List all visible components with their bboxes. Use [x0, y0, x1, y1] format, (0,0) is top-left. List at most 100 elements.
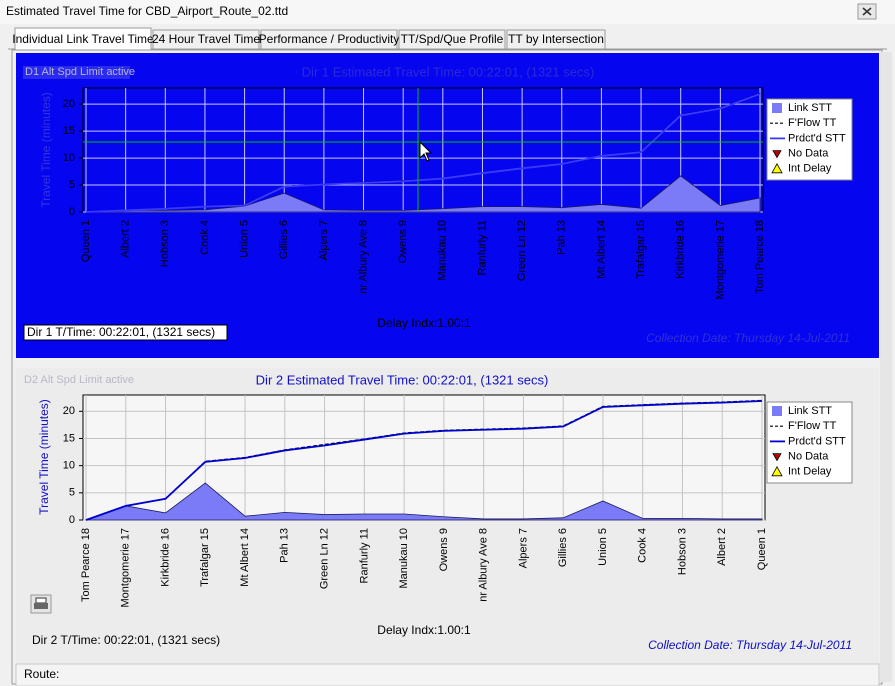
tab[interactable]: [398, 29, 506, 50]
chart-title: Dir 1 Estimated Travel Time: 00:22:01, (…: [302, 64, 595, 79]
x-tick-label: Pah 13: [279, 528, 291, 563]
y-tick-label: 15: [63, 432, 75, 444]
plot-layer: 0 5 10 15 20 Queen 1 Albert 2 Hobson 3 Cook 4 Uni…: [63, 88, 766, 300]
area: [85, 482, 763, 521]
x-tick-label: Tom Pearce 18: [754, 220, 766, 294]
x-tick-label: Manukau 10: [398, 528, 410, 589]
total-time: Dir 1 T/Time: 00:22:01, (1321 secs): [27, 325, 215, 339]
speed-limit-note: D1 Alt Spd Limit active: [25, 66, 135, 78]
tab[interactable]: [506, 29, 606, 50]
x-tick-label: Cook 4: [199, 220, 211, 255]
crosshair: [83, 88, 763, 212]
legend-swatch: [771, 162, 783, 174]
legend-label: Int Delay: [788, 466, 832, 478]
x-tick-label: Hobson 3: [676, 528, 688, 575]
x-tick-label: Hobson 3: [159, 220, 171, 267]
legend-label: Int Delay: [788, 163, 832, 175]
delay-index: Delay Indx:1.00:1: [377, 623, 471, 637]
y-tick-label: 5: [69, 487, 75, 499]
legend-label: Link STT: [788, 405, 832, 417]
legend: Link STT F'Flow TT Prdct'd STT No Data Int D…: [766, 401, 853, 484]
area: [85, 175, 761, 213]
legend-label: Prdct'd STT: [788, 132, 846, 144]
legend: Link STT F'Flow TT Prdct'd STT No Data Int D…: [766, 98, 853, 181]
print-button[interactable]: [30, 594, 52, 614]
legend-swatch: [771, 465, 783, 477]
y-axis-label: Travel Time (minutes): [37, 399, 51, 515]
y-axis-label: Travel Time (minutes): [39, 92, 53, 208]
y-tick-label: 5: [69, 179, 75, 191]
print-icon[interactable]: [35, 597, 47, 604]
x-tick-label: Queen 1: [756, 528, 768, 570]
x-tick-label: Alpers 7: [517, 528, 529, 568]
collection-date: Collection Date: Thursday 14-Jul-2011: [648, 638, 852, 652]
tab-label[interactable]: 24 Hour Travel Time: [152, 32, 260, 46]
x-tick-label: Montgomerie 17: [120, 528, 132, 608]
legend-swatch: [772, 103, 782, 113]
chart-dir2: 0 5 10 15 20 Tom Pearce 18 Montgomerie 17 Kirkb…: [16, 368, 879, 664]
print-icon[interactable]: [34, 603, 48, 609]
x-tick-label: Mt Albert 14: [595, 220, 607, 279]
x-tick-label: Owens 9: [438, 528, 450, 571]
legend-label: F'Flow TT: [788, 420, 837, 432]
y-tick-label: 15: [63, 125, 75, 137]
x-tick-label: Manukau 10: [437, 220, 449, 281]
close-button[interactable]: [857, 3, 877, 20]
x-tick-label: Mt Albert 14: [239, 528, 251, 587]
x-tick-label: Tom Pearce 18: [80, 528, 92, 602]
x-tick-label: Ranfurly 11: [358, 528, 370, 583]
speed-limit-note: D2 Alt Spd Limit active: [24, 374, 134, 386]
total-time: Dir 2 T/Time: 00:22:01, (1321 secs): [32, 633, 220, 647]
legend-label: Prdct'd STT: [788, 435, 846, 447]
title-bar: [0, 0, 895, 24]
delay-index: Delay Indx:1.00:1: [377, 316, 471, 330]
line: [85, 93, 761, 213]
tab-label[interactable]: TT/Spd/Que Profile: [401, 32, 504, 46]
x-tick-label: Green Ln 12: [516, 220, 528, 281]
chart-dir1: 0 5 10 15 20 Queen 1 Albert 2 Hobson 3 Cook 4 Uni…: [16, 53, 879, 358]
legend-label: Link STT: [788, 102, 832, 114]
legend-label: F'Flow TT: [788, 117, 837, 129]
x-tick-label: Union 5: [238, 220, 250, 258]
x-tick-label: Trafalgar 15: [199, 528, 211, 587]
tab[interactable]: [260, 29, 398, 50]
legend-swatch: [772, 453, 782, 462]
tab-label[interactable]: TT by Intersection: [508, 32, 604, 46]
x-tick-label: Gillies 6: [557, 528, 569, 567]
x-tick-label: Kirkbride 16: [159, 528, 171, 587]
y-tick-label: 0: [69, 514, 75, 526]
legend-swatch: [772, 406, 782, 416]
y-tick-label: 10: [63, 152, 75, 164]
line: [85, 400, 763, 521]
tab-label[interactable]: Individual Link Travel Time: [12, 32, 154, 46]
window-title: Estimated Travel Time for CBD_Airport_Ro…: [6, 4, 288, 18]
x-tick-label: Cook 4: [637, 528, 649, 563]
y-tick-label: 10: [63, 460, 75, 472]
x-tick-label: Kirkbride 16: [675, 220, 687, 279]
scroll-track: [880, 52, 892, 682]
y-tick-label: 20: [63, 98, 75, 110]
x-tick-label: Trafalgar 15: [635, 220, 647, 279]
close-icon[interactable]: [862, 7, 872, 16]
legend-swatch: [772, 150, 782, 159]
x-tick-label: Montgomerie 17: [714, 220, 726, 300]
legend-label: No Data: [788, 451, 829, 463]
y-tick-label: 0: [69, 206, 75, 218]
legend-label: No Data: [788, 148, 829, 160]
collection-date: Collection Date: Thursday 14-Jul-2011: [646, 331, 850, 345]
x-tick-label: Union 5: [597, 528, 609, 566]
x-tick-label: Ranfurly 11: [476, 220, 488, 275]
x-tick-label: Albert 2: [120, 220, 132, 258]
x-tick-label: Green Ln 12: [318, 528, 330, 589]
x-tick-label: nr Albury Ave 8: [478, 528, 490, 602]
x-tick-label: Albert 2: [716, 528, 728, 566]
annotation-box: [23, 66, 130, 79]
x-tick-label: Owens 9: [397, 220, 409, 263]
tab-label[interactable]: Performance / Productivity: [259, 32, 400, 46]
route-bar: [15, 663, 880, 686]
tab[interactable]: [152, 29, 260, 50]
x-tick-label: Gillies 6: [278, 220, 290, 259]
plot-layer: 0 5 10 15 20 Tom Pearce 18 Montgomerie 17 Kirkb…: [63, 395, 768, 608]
